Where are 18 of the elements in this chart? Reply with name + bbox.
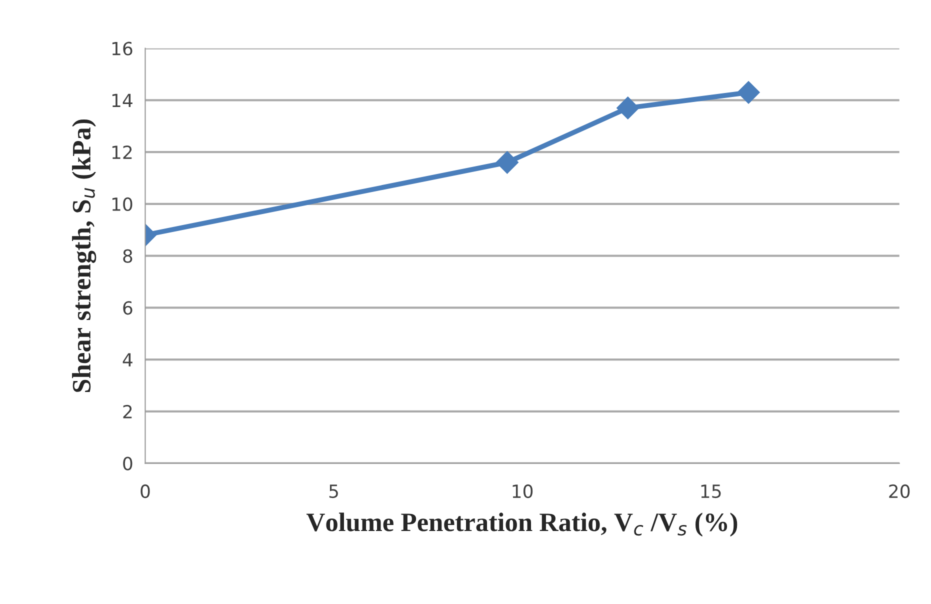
x-tick-label: 0: [140, 484, 150, 498]
point: [737, 81, 760, 104]
x-tick-label: 20: [889, 484, 910, 498]
y-tick-label: 2: [123, 404, 132, 418]
y-tick-label: 4: [122, 353, 132, 366]
y-tick-label: 16: [112, 42, 132, 56]
y-tick-label: 14: [112, 94, 132, 108]
x-tick-label: 15: [701, 484, 721, 498]
x-tick-label: 10: [512, 484, 533, 498]
y-axis-title: Shear strength, S$_{u}$ (kPa): [72, 119, 96, 392]
point: [616, 96, 640, 120]
y-tick-label: 0: [123, 456, 132, 470]
x-tick-label: 5: [329, 484, 338, 498]
y-tick-label: 12: [112, 146, 132, 159]
y-tick-label: 10: [112, 197, 132, 212]
y-tick-label: 8: [123, 249, 132, 263]
x-axis-title: Volume Penetration Ratio, V$_{c}$ /V$_{s}$ (%): [306, 512, 738, 537]
y-tick-label: 6: [123, 301, 132, 315]
